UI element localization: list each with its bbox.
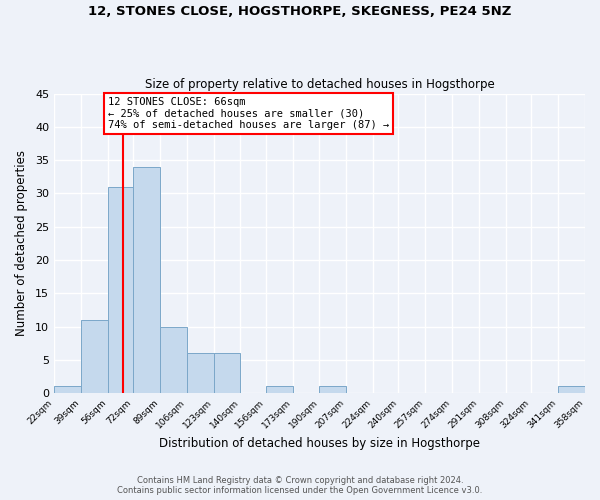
- Bar: [133, 167, 160, 393]
- Bar: [54, 386, 81, 393]
- Bar: [107, 187, 133, 393]
- Y-axis label: Number of detached properties: Number of detached properties: [15, 150, 28, 336]
- Text: 12 STONES CLOSE: 66sqm
← 25% of detached houses are smaller (30)
74% of semi-det: 12 STONES CLOSE: 66sqm ← 25% of detached…: [107, 97, 389, 130]
- X-axis label: Distribution of detached houses by size in Hogsthorpe: Distribution of detached houses by size …: [159, 437, 480, 450]
- Bar: [187, 353, 214, 393]
- Bar: [160, 326, 187, 393]
- Text: Contains HM Land Registry data © Crown copyright and database right 2024.
Contai: Contains HM Land Registry data © Crown c…: [118, 476, 482, 495]
- Text: 12, STONES CLOSE, HOGSTHORPE, SKEGNESS, PE24 5NZ: 12, STONES CLOSE, HOGSTHORPE, SKEGNESS, …: [88, 5, 512, 18]
- Bar: [266, 386, 293, 393]
- Bar: [319, 386, 346, 393]
- Bar: [214, 353, 241, 393]
- Bar: [558, 386, 585, 393]
- Bar: [81, 320, 107, 393]
- Title: Size of property relative to detached houses in Hogsthorpe: Size of property relative to detached ho…: [145, 78, 494, 91]
